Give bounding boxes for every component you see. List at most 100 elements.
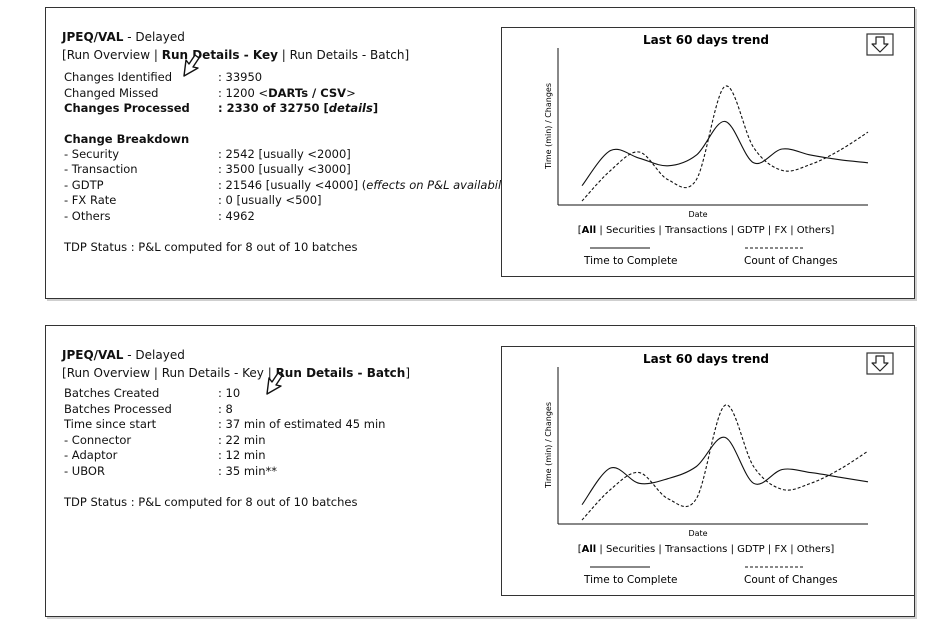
row-value: : 12 min [218, 448, 266, 462]
breakdown-row: - Others : 4962 [62, 209, 502, 225]
chart-filter-bar: [All | Securities | Transactions | GDTP … [578, 544, 835, 555]
filter-transactions[interactable]: Transactions [664, 225, 727, 236]
row-value: : 10 [218, 386, 241, 400]
run-nav: [Run Overview | Run Details - Key | Run … [62, 366, 502, 380]
nav-run-details-key[interactable]: Run Details - Key [161, 48, 278, 62]
row-batches-created: Batches Created : 10 [62, 386, 502, 402]
status-label: TDP Status [64, 495, 128, 509]
nav-separator: | [281, 48, 286, 62]
filter-all[interactable]: All [582, 544, 597, 555]
filter-gdtp[interactable]: GDTP [737, 225, 765, 236]
cursor-pointer-icon [266, 372, 283, 395]
filter-bracket-open: [ [578, 225, 582, 236]
filter-separator: | [727, 544, 737, 555]
change-breakdown-heading: Change Breakdown [64, 131, 190, 146]
nav-separator: | [267, 366, 272, 380]
filter-others[interactable]: Others [797, 544, 831, 555]
value-text: : 1200 < [218, 85, 269, 100]
filter-securities[interactable]: Securities [606, 225, 655, 236]
download-arrow-icon[interactable] [866, 33, 894, 56]
filter-all[interactable]: All [582, 225, 597, 236]
download-arrow-icon[interactable] [866, 352, 894, 375]
cursor-pointer-icon [183, 54, 200, 77]
nav-bracket-open: [ [62, 366, 67, 380]
nav-run-details-key[interactable]: Run Details - Key [161, 366, 264, 380]
row-changes-identified: Changes Identified : 33950 [62, 70, 502, 86]
run-nav: [Run Overview | Run Details - Key | Run … [62, 48, 502, 62]
chart-filter-bar: [All | Securities | Transactions | GDTP … [578, 225, 835, 236]
tdp-status: TDP Status : P&L computed for 8 out of 1… [62, 495, 502, 509]
trend-chart-svg: Last 60 days trend Time (min) / Changes Da… [544, 33, 894, 267]
row-value: : 2542 [usually <2000] [218, 146, 351, 161]
nav-run-details-batch[interactable]: Run Details - Batch [289, 48, 405, 62]
filter-fx[interactable]: FX [774, 225, 787, 236]
filter-separator: | [596, 544, 606, 555]
filter-gdtp[interactable]: GDTP [737, 544, 765, 555]
trend-chart-svg: Last 60 days trend Time (min) / Changes Da… [544, 352, 894, 586]
darts-csv-link[interactable]: DARTs / CSV [268, 85, 347, 100]
y-axis-label: Time (min) / Changes [544, 402, 553, 489]
filter-separator: | [787, 544, 797, 555]
row-label: - UBOR [64, 463, 105, 478]
filter-fx[interactable]: FX [774, 544, 787, 555]
filter-bracket-close: ] [830, 225, 834, 236]
filter-others[interactable]: Others [797, 225, 831, 236]
nav-bracket-close: ] [404, 48, 410, 62]
filter-securities[interactable]: Securities [606, 544, 655, 555]
legend-time-to-complete: Time to Complete [583, 255, 678, 267]
value-text: > [346, 85, 356, 100]
filter-separator: | [765, 544, 775, 555]
row-label: - GDTP [64, 177, 104, 192]
row-value: : 3500 [usually <3000] [218, 162, 351, 176]
row-label: Changes Processed [64, 101, 190, 115]
x-axis-label: Date [688, 529, 707, 538]
row-changes-processed: Changes Processed : 2330 of 32750 [detai… [62, 101, 502, 117]
nav-separator: | [153, 366, 158, 380]
nav-run-overview[interactable]: Run Overview [66, 366, 151, 380]
row-label: Changed Missed [64, 85, 159, 100]
row-time-since-start: Time since start : 37 min of estimated 4… [62, 417, 502, 433]
value-text: : 21546 [usually <4000] ( [218, 177, 367, 192]
row-label: Time since start [64, 417, 157, 431]
value-text: : 2330 of 32750 [ [218, 101, 329, 115]
breakdown-row: - Security : 2542 [usually <2000] [62, 147, 502, 163]
series-line-time-to-complete [581, 120, 869, 187]
x-axis-label: Date [688, 210, 707, 219]
nav-separator: | [153, 48, 158, 62]
row-value: : 22 min [218, 432, 266, 447]
system-name: JPEQ/VAL [62, 348, 124, 362]
series-line-count-of-changes [581, 404, 869, 521]
chart-title: Last 60 days trend [643, 352, 769, 366]
row-label: Changes Identified [64, 70, 173, 84]
row-label: - Connector [64, 432, 132, 447]
row-value: : 37 min of estimated 45 min [218, 417, 386, 431]
row-label: - Security [64, 146, 120, 161]
nav-run-overview[interactable]: Run Overview [66, 48, 151, 62]
filter-separator: | [596, 225, 606, 236]
run-details-key-panel: JPEQ/VAL - Delayed [Run Overview | Run D… [45, 7, 915, 299]
filter-separator: | [765, 225, 775, 236]
filter-separator: | [655, 544, 665, 555]
legend-count-of-changes: Count of Changes [744, 574, 838, 586]
run-details-batch-panel: JPEQ/VAL - Delayed [Run Overview | Run D… [45, 325, 915, 617]
row-batches-processed: Batches Processed : 8 [62, 402, 502, 418]
nav-bracket-close: ] [405, 366, 411, 380]
nav-run-details-batch[interactable]: Run Details - Batch [275, 366, 406, 380]
details-link[interactable]: details [328, 101, 373, 115]
tdp-status: TDP Status : P&L computed for 8 out of 1… [62, 240, 502, 254]
row-value: : 0 [usually <500] [218, 193, 322, 207]
value-note: effects on P&L availability [366, 177, 516, 192]
row-label: - Transaction [64, 162, 138, 176]
row-label: - Adaptor [64, 448, 118, 462]
row-value: : 4962 [218, 208, 255, 223]
breakdown-row: - GDTP : 21546 [usually <4000] (effects … [62, 177, 520, 194]
row-label: - Others [64, 208, 111, 223]
breakdown-row: - FX Rate : 0 [usually <500] [62, 193, 502, 209]
panel-title: JPEQ/VAL - Delayed [62, 348, 502, 362]
legend-time-to-complete: Time to Complete [583, 574, 678, 586]
filter-transactions[interactable]: Transactions [664, 544, 727, 555]
system-name: JPEQ/VAL [62, 30, 124, 44]
row-label: - FX Rate [64, 193, 117, 207]
row-label: Batches Processed [64, 401, 172, 416]
chart-title: Last 60 days trend [643, 33, 769, 47]
